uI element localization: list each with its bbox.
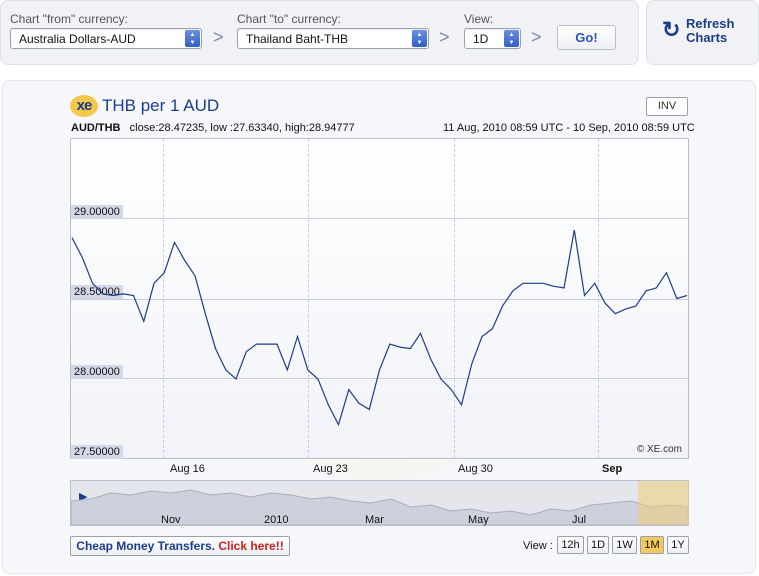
copyright: © XE.com <box>636 444 682 455</box>
view-select[interactable]: 1D ▲ ▼ <box>464 28 521 49</box>
date-range: 11 Aug, 2010 08:59 UTC - 10 Sep, 2010 08… <box>443 122 695 134</box>
navigator-label: Nov <box>161 514 181 526</box>
select-arrows-icon: ▲ ▼ <box>185 30 200 47</box>
x-tick-label: Aug 23 <box>313 463 348 475</box>
x-tick-label: Sep <box>602 463 623 475</box>
currency-pair: AUD/THB <box>71 122 121 134</box>
gridline <box>71 218 688 219</box>
range-1w-button[interactable]: 1W <box>612 536 637 554</box>
invert-button[interactable]: INV <box>646 97 688 116</box>
range-1d-button[interactable]: 1D <box>587 536 609 554</box>
chart-stats: AUD/THB close:28.47235, low :27.63340, h… <box>71 122 355 134</box>
close-low-high: close:28.47235, low :27.63340, high:28.9… <box>129 122 355 134</box>
xe-logo: xe <box>70 95 98 117</box>
navigator-label: May <box>468 514 489 526</box>
to-currency-value: Thailand Baht-THB <box>246 32 349 46</box>
x-tick-label: Aug 16 <box>170 463 205 475</box>
navigator-label: 2010 <box>264 514 289 526</box>
from-currency-label: Chart "from" currency: <box>10 12 128 26</box>
navigator-selection[interactable] <box>638 481 689 525</box>
navigator-label: Jul <box>572 514 587 526</box>
refresh-charts-button[interactable]: ↻ Refresh Charts <box>646 0 759 65</box>
currency-selection-panel: Chart "from" currency: Australia Dollars… <box>0 0 639 65</box>
select-arrows-icon: ▲ ▼ <box>412 30 427 47</box>
chevron-right-icon: > <box>531 27 542 47</box>
gridline <box>163 139 164 458</box>
y-tick-label: 29.00000 <box>71 205 123 219</box>
gridline <box>71 299 688 300</box>
rate-line-chart <box>71 229 688 427</box>
range-1m-button[interactable]: 1M <box>640 536 664 554</box>
to-currency-select[interactable]: Thailand Baht-THB ▲ ▼ <box>237 28 429 49</box>
cheap-money-transfers-button[interactable]: Cheap Money Transfers. Click here!! <box>70 536 290 556</box>
chevron-right-icon: > <box>439 27 450 47</box>
click-here-link: Click here!! <box>218 539 284 553</box>
navigator-label: Mar <box>365 514 384 526</box>
go-button[interactable]: Go! <box>557 25 616 50</box>
to-currency-label: Chart "to" currency: <box>237 12 341 26</box>
gridline <box>71 378 688 379</box>
refresh-icon: ↻ <box>662 17 681 42</box>
view-value: 1D <box>473 32 489 46</box>
chart-plot-area[interactable]: 29.00000 28.50000 28.00000 27.50000 © XE… <box>70 138 689 459</box>
gridline <box>454 139 455 458</box>
range-12h-button[interactable]: 12h <box>557 536 584 554</box>
chevron-right-icon: > <box>213 27 224 47</box>
rate-series-line <box>71 229 688 427</box>
y-tick-label: 28.00000 <box>71 365 123 379</box>
gridline <box>598 139 599 458</box>
chart-title: THB per 1 AUD <box>102 96 220 115</box>
select-arrows-icon: ▲ ▼ <box>504 30 519 47</box>
from-currency-select[interactable]: Australia Dollars-AUD ▲ ▼ <box>10 28 202 49</box>
y-tick-label: 27.50000 <box>71 445 123 459</box>
play-icon[interactable]: ▶ <box>79 491 88 503</box>
x-tick-label: Aug 30 <box>458 463 493 475</box>
range-view-label: View : <box>523 540 553 552</box>
view-label: View: <box>464 12 494 26</box>
refresh-label: Refresh Charts <box>686 16 735 45</box>
range-1y-button[interactable]: 1Y <box>667 536 689 554</box>
gridline <box>308 139 309 458</box>
chart-navigator[interactable]: ▶ <box>70 480 689 526</box>
from-currency-value: Australia Dollars-AUD <box>19 32 136 46</box>
